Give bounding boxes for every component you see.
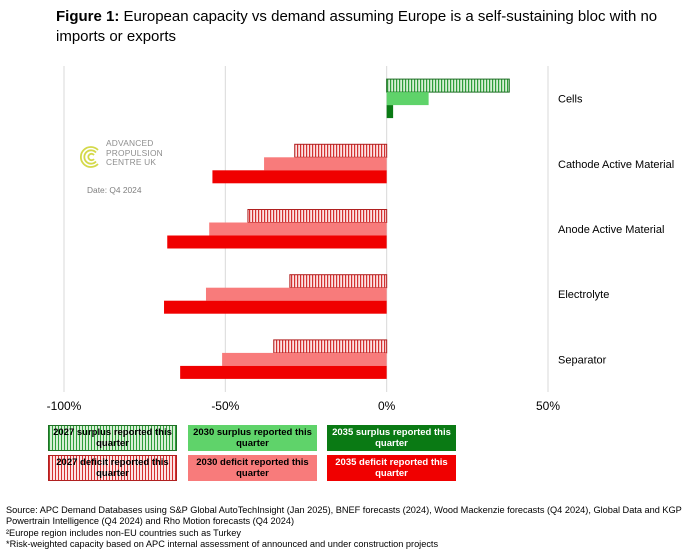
legend-2027-surplus: 2027 surplus reported this quarter	[48, 425, 177, 451]
bar-chart: Cells Cathode Active Material Anode Active…	[47, 66, 674, 413]
title-prefix: Figure 1:	[56, 8, 120, 25]
legend-2027-deficit-label: 2027 deficit reported this quarter	[56, 457, 169, 479]
footer-source-cont: Powertrain Intelligence (Q4 2024) and Rh…	[6, 516, 295, 527]
bar-separator-2035	[180, 365, 387, 379]
bar-cathode-active-material-2035	[212, 170, 387, 184]
logo-line-3: CENTRE UK	[106, 157, 157, 167]
footer-source: Source: APC Demand Databases using S&P G…	[6, 505, 682, 515]
category-label: Anode Active Material	[558, 224, 664, 236]
bar-anode-active-material-2035	[167, 235, 387, 249]
legend-2035-deficit-label: 2035 deficit reported this quarter	[335, 457, 448, 479]
bar-separator-2027	[273, 339, 388, 354]
x-tick-label: -100%	[47, 399, 82, 413]
legend-2027-surplus-label: 2027 surplus reported this quarter	[53, 427, 172, 449]
footer-note-europe: ²Europe region includes non-EU countries…	[6, 527, 241, 538]
legend-2030-surplus-label: 2030 surplus reported this quarter	[193, 427, 312, 449]
bar-cells-2030	[386, 92, 429, 106]
legend-2030-deficit: 2030 deficit reported this quarter	[188, 455, 317, 481]
bar-cathode-active-material-2027	[294, 143, 388, 158]
bar-electrolyte-2027	[289, 274, 388, 289]
category-label: Electrolyte	[558, 289, 609, 301]
category-label: Separator	[558, 354, 607, 366]
legend-2027-deficit: 2027 deficit reported this quarter	[48, 455, 177, 481]
legend-2030-deficit-label: 2030 deficit reported this quarter	[196, 457, 309, 479]
legend-2035-surplus-label: 2035 surplus reported this quarter	[332, 427, 451, 449]
x-tick-label: 0%	[378, 399, 396, 413]
x-tick-label: -50%	[211, 399, 239, 413]
bar-separator-2030	[222, 352, 387, 366]
bar-cathode-active-material-2030	[264, 157, 387, 171]
bar-anode-active-material-2030	[209, 222, 387, 236]
bar-cells-2035	[386, 105, 394, 119]
bar-electrolyte-2035	[164, 300, 387, 314]
bar-cells-2027	[386, 78, 510, 93]
apc-logo-icon	[80, 146, 99, 168]
legend-2035-surplus: 2035 surplus reported this quarter	[327, 425, 456, 451]
footer-note-risk: *Risk-weighted capacity based on APC int…	[6, 539, 439, 550]
x-tick-label: 50%	[536, 399, 560, 413]
bar-anode-active-material-2027	[247, 209, 388, 223]
legend-2030-surplus: 2030 surplus reported this quarter	[188, 425, 317, 451]
date-label: Date: Q4 2024	[87, 185, 142, 195]
legend-2035-deficit: 2035 deficit reported this quarter	[327, 455, 456, 481]
logo-text: ADVANCED PROPULSION CENTRE UK	[106, 138, 163, 168]
category-label: Cathode Active Material	[558, 159, 674, 171]
logo-line-1: ADVANCED	[106, 138, 154, 148]
chart-title: Figure 1: European capacity vs demand as…	[56, 7, 676, 47]
category-label: Cells	[558, 94, 583, 106]
logo-line-2: PROPULSION	[106, 147, 163, 158]
title-text: European capacity vs demand assuming Eur…	[56, 8, 658, 45]
footer-notes: Source: APC Demand Databases using S&P G…	[6, 505, 692, 551]
bar-electrolyte-2030	[205, 287, 387, 301]
